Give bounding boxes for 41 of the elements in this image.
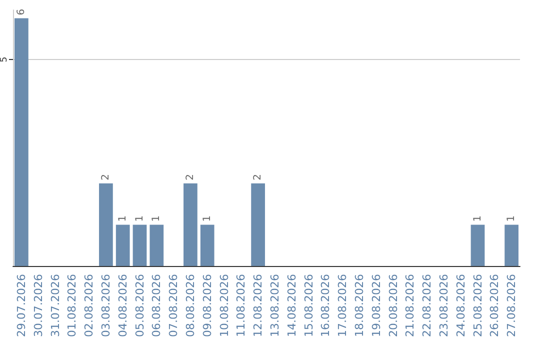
x-tick-label: 31.07.2026 [48,274,62,338]
x-tick-label: 17.08.2026 [336,274,350,338]
x-tick-label: 02.08.2026 [82,274,96,338]
x-tick-label: 16.08.2026 [319,274,332,338]
x-tick-label: 13.08.2026 [268,274,282,338]
x-tick-label: 09.08.2026 [200,274,214,338]
x-tick-label: 10.08.2026 [218,274,231,338]
x-tick-label: 08.08.2026 [184,274,197,338]
data-label: 1 [134,215,146,222]
data-label: 1 [117,215,128,222]
data-label: 1 [151,215,162,222]
data-label: 2 [184,174,196,180]
x-tick-label: 24.08.2026 [454,274,468,338]
x-tick-label: 11.08.2026 [234,274,248,338]
y-tick-label: 5 [0,56,10,62]
x-tick-label: 06.08.2026 [150,274,164,338]
x-tick-label: 14.08.2026 [285,274,298,338]
x-tick-label: 27.08.2026 [505,274,518,338]
x-tick-label: 04.08.2026 [116,274,130,338]
data-label: 1 [202,215,213,222]
x-tick-label: 30.07.2026 [32,274,45,338]
x-tick-label: 25.08.2026 [471,274,484,338]
data-label: 6 [16,8,27,16]
data-label: 1 [472,215,484,222]
x-tick-label: 03.08.2026 [99,274,112,338]
data-label: 1 [506,215,518,222]
data-label: 2 [252,174,264,180]
x-tick-label: 15.08.2026 [302,274,316,338]
x-tick-label: 23.08.2026 [437,274,450,338]
x-tick-label: 21.08.2026 [404,274,417,338]
x-tick-label: 18.08.2026 [352,274,366,338]
x-tick-label: 29.07.2026 [14,274,28,338]
x-tick-label: 26.08.2026 [488,274,502,338]
x-tick-label: 19.08.2026 [370,274,383,338]
data-label: 2 [100,174,112,180]
x-tick-label: 20.08.2026 [386,274,400,338]
x-tick-label: 01.08.2026 [66,274,79,338]
x-tick-label: 05.08.2026 [133,274,146,338]
x-tick-label: 07.08.2026 [167,274,180,338]
x-tick-label: 12.08.2026 [252,274,265,338]
x-tick-label: 22.08.2026 [420,274,434,338]
